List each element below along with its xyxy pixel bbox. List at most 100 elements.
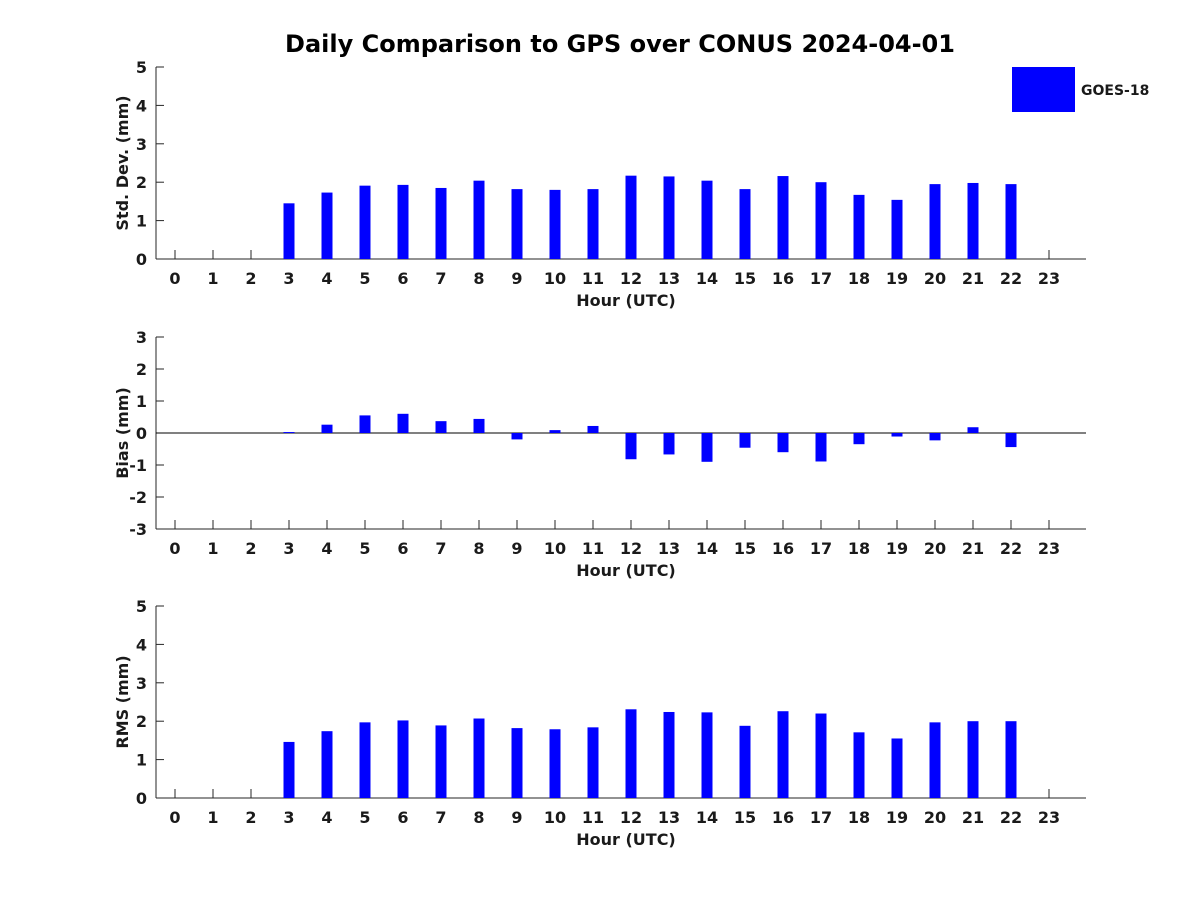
- rms-bar: [397, 720, 409, 798]
- bias-bar: [1005, 433, 1017, 448]
- rms-xtick-label: 20: [924, 808, 946, 827]
- std-xlabel: Hour (UTC): [576, 291, 676, 310]
- rms-xtick-label: 22: [1000, 808, 1022, 827]
- std-xtick-label: 23: [1038, 269, 1060, 288]
- std-bar: [473, 180, 485, 259]
- bias-ytick-label: -3: [129, 520, 147, 539]
- rms-ytick-label: 0: [136, 789, 147, 808]
- std-xtick-label: 12: [620, 269, 642, 288]
- rms-xtick-label: 11: [582, 808, 604, 827]
- bias-bar: [283, 432, 295, 434]
- bias-xtick-label: 20: [924, 539, 946, 558]
- rms-bar: [283, 741, 295, 798]
- std-ytick-label: 2: [136, 173, 147, 192]
- bias-xtick-label: 5: [359, 539, 370, 558]
- std-xtick-label: 3: [283, 269, 294, 288]
- std-xtick-label: 1: [207, 269, 218, 288]
- rms-xtick-label: 1: [207, 808, 218, 827]
- std-bar: [435, 187, 447, 259]
- std-bar: [891, 199, 903, 259]
- bias-xtick-label: 14: [696, 539, 718, 558]
- std-xtick-label: 15: [734, 269, 756, 288]
- bias-bar: [321, 424, 333, 433]
- rms-xtick-label: 4: [321, 808, 332, 827]
- bias-bar: [511, 433, 523, 440]
- std-bar: [929, 184, 941, 259]
- std-bar: [701, 180, 713, 259]
- std-ytick-label: 0: [136, 250, 147, 269]
- rms-bar: [663, 711, 675, 798]
- std-bar: [321, 192, 333, 259]
- bias-bar: [549, 430, 561, 433]
- bias-xtick-label: 21: [962, 539, 984, 558]
- rms-xtick-label: 9: [511, 808, 522, 827]
- rms-xtick-label: 0: [169, 808, 180, 827]
- std-bar: [359, 185, 371, 259]
- rms-xtick-label: 5: [359, 808, 370, 827]
- rms-xtick-label: 8: [473, 808, 484, 827]
- bias-ytick-label: -1: [129, 456, 147, 475]
- rms-bar: [815, 713, 827, 798]
- std-bar: [663, 176, 675, 259]
- std-xtick-label: 10: [544, 269, 566, 288]
- rms-xtick-label: 13: [658, 808, 680, 827]
- std-bar: [625, 175, 637, 259]
- std-bar: [549, 189, 561, 259]
- bias-xtick-label: 22: [1000, 539, 1022, 558]
- std-xtick-label: 17: [810, 269, 832, 288]
- rms-ytick-label: 2: [136, 712, 147, 731]
- bias-bar: [625, 433, 637, 460]
- rms-xtick-label: 10: [544, 808, 566, 827]
- rms-ytick-label: 5: [136, 597, 147, 616]
- rms-ylabel: RMS (mm): [113, 655, 132, 748]
- bias-bar: [435, 421, 447, 433]
- std-xtick-label: 2: [245, 269, 256, 288]
- rms-bar: [549, 729, 561, 798]
- rms-xtick-label: 23: [1038, 808, 1060, 827]
- std-bar: [853, 194, 865, 259]
- rms-ytick-label: 4: [136, 635, 147, 654]
- rms-xtick-label: 6: [397, 808, 408, 827]
- bias-xtick-label: 3: [283, 539, 294, 558]
- bias-xtick-label: 10: [544, 539, 566, 558]
- bias-xtick-label: 2: [245, 539, 256, 558]
- rms-bar: [321, 731, 333, 798]
- bias-xtick-label: 23: [1038, 539, 1060, 558]
- bias-bar: [473, 418, 485, 433]
- std-xtick-label: 22: [1000, 269, 1022, 288]
- bias-bar: [701, 433, 713, 462]
- std-xtick-label: 5: [359, 269, 370, 288]
- rms-xtick-label: 3: [283, 808, 294, 827]
- bias-bar: [891, 433, 903, 437]
- std-ytick-label: 5: [136, 58, 147, 77]
- bias-bar: [967, 427, 979, 433]
- bias-xtick-label: 7: [435, 539, 446, 558]
- bias-bar: [853, 433, 865, 445]
- std-xtick-label: 13: [658, 269, 680, 288]
- rms-bar: [777, 711, 789, 798]
- bias-xlabel: Hour (UTC): [576, 561, 676, 580]
- bias-bar: [587, 425, 599, 433]
- bias-ytick-label: -2: [129, 488, 147, 507]
- std-xtick-label: 9: [511, 269, 522, 288]
- bias-xtick-label: 1: [207, 539, 218, 558]
- rms-bar: [625, 709, 637, 798]
- std-bar: [815, 182, 827, 259]
- bias-xtick-label: 9: [511, 539, 522, 558]
- rms-bar: [701, 712, 713, 798]
- rms-xtick-label: 16: [772, 808, 794, 827]
- std-xtick-label: 19: [886, 269, 908, 288]
- rms-xtick-label: 15: [734, 808, 756, 827]
- bias-bar: [663, 433, 675, 455]
- rms-bar: [359, 722, 371, 798]
- std-xtick-label: 16: [772, 269, 794, 288]
- rms-xtick-label: 2: [245, 808, 256, 827]
- std-xtick-label: 8: [473, 269, 484, 288]
- rms-xtick-label: 12: [620, 808, 642, 827]
- std-ylabel: Std. Dev. (mm): [113, 95, 132, 230]
- bias-xtick-label: 13: [658, 539, 680, 558]
- rms-bar: [511, 728, 523, 798]
- std-xtick-label: 4: [321, 269, 332, 288]
- bias-bar: [815, 433, 827, 462]
